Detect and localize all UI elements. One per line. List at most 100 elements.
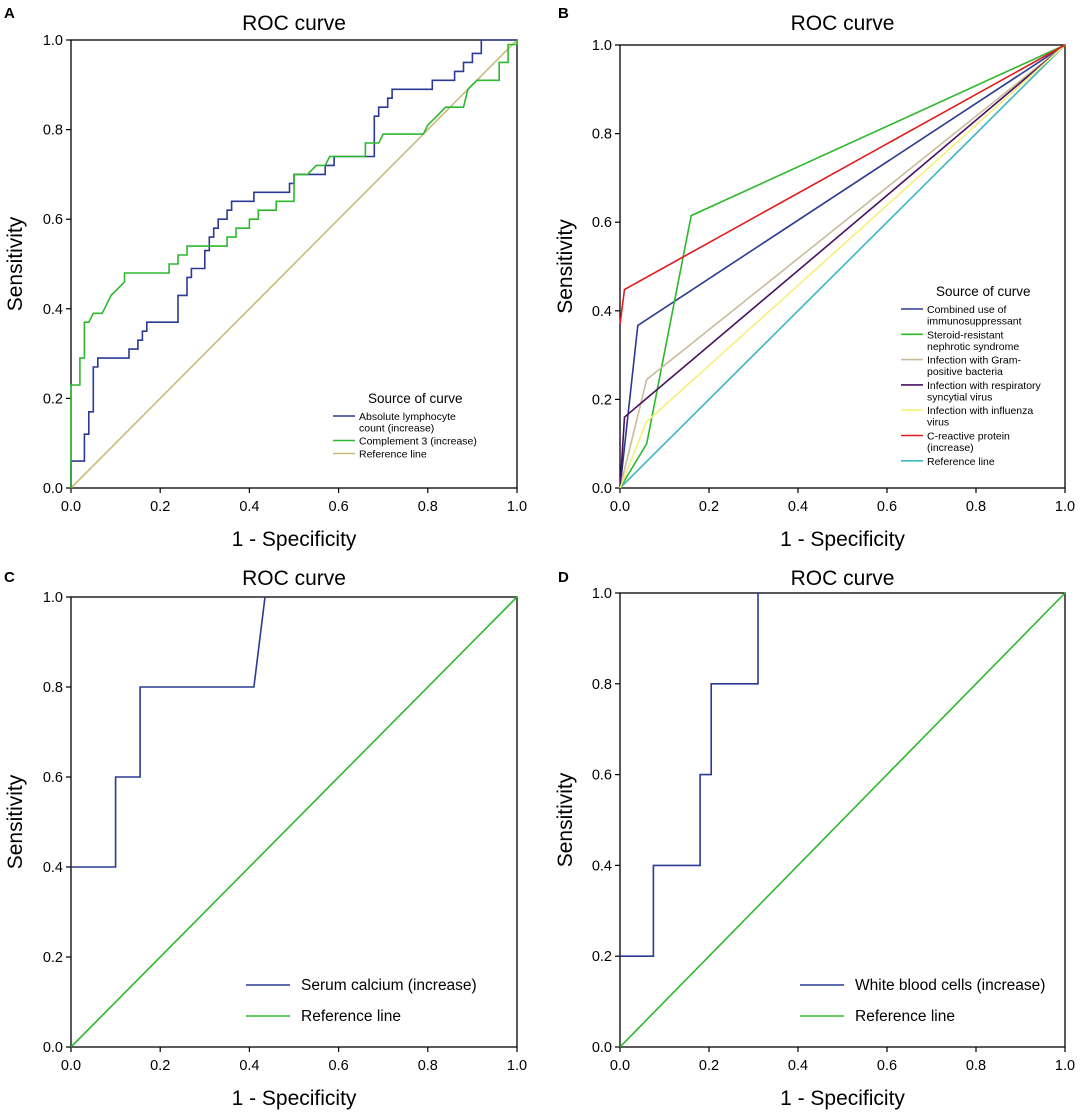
legend-label: (increase) xyxy=(927,442,974,454)
y-tick-label: 0.4 xyxy=(43,302,63,318)
y-axis-label: Sensitivity xyxy=(554,772,577,867)
legend-label: Infection with Gram- xyxy=(927,355,1021,367)
y-tick-label: 1.0 xyxy=(43,33,63,49)
x-tick-label: 0.0 xyxy=(61,499,81,515)
y-tick-label: 0.2 xyxy=(43,391,63,407)
series-line-reference-line xyxy=(70,596,518,1048)
legend-label: positive bacteria xyxy=(927,366,1003,378)
chart-title: ROC curve xyxy=(242,12,346,35)
series-line-white-blood-cells-increase xyxy=(620,593,759,958)
panel-letter: D xyxy=(558,569,569,586)
y-tick-label: 0.8 xyxy=(592,677,612,693)
x-tick-label: 0.8 xyxy=(418,499,438,515)
series-line-combined-use-of-immunosuppressant xyxy=(619,44,1066,489)
x-tick-label: 0.4 xyxy=(239,1058,259,1074)
legend-label: count (increase) xyxy=(359,423,434,435)
plot-frame xyxy=(619,44,1066,489)
x-tick-label: 0.6 xyxy=(877,499,897,515)
series-line-absolute-lymphocyte-count-increase xyxy=(70,39,517,488)
series-line-reference-line xyxy=(70,39,518,489)
y-tick-label: 0.2 xyxy=(592,949,612,965)
legend-label: Serum calcium (increase) xyxy=(301,977,477,994)
panel-letter: B xyxy=(558,5,569,22)
chart-title: ROC curve xyxy=(791,12,895,35)
legend: Source of curve Absolute lymphocytecount … xyxy=(333,391,477,461)
x-tick-label: 0.2 xyxy=(150,499,170,515)
legend-label: Infection with respiratory xyxy=(927,380,1042,392)
x-axis-label: 1 - Specificity xyxy=(232,528,357,551)
legend: Source of curve Combined use ofimmunosupp… xyxy=(901,284,1042,468)
panel-c: C ROC curve 0.0 0.2 0.4 0.6 0.8 1.0 0.0 0.2 0.4 0.6… xyxy=(4,567,527,1110)
y-tick-label: 0.0 xyxy=(43,481,63,497)
x-tick-label: 0.8 xyxy=(418,1058,438,1074)
legend: Serum calcium (increase) Reference line xyxy=(246,977,477,1025)
x-axis-label: 1 - Specificity xyxy=(780,528,905,551)
x-tick-label: 0.6 xyxy=(877,1058,897,1074)
chart-title: ROC curve xyxy=(791,567,895,590)
legend-label: Reference line xyxy=(359,449,427,461)
legend-label: Reference line xyxy=(927,456,995,468)
legend-label: Absolute lymphocyte xyxy=(359,411,456,423)
y-tick-label: 0.6 xyxy=(43,770,63,786)
legend-label: Reference line xyxy=(301,1008,401,1025)
chart-title: ROC curve xyxy=(242,567,346,590)
x-axis-label: 1 - Specificity xyxy=(232,1087,357,1110)
x-tick-label: 1.0 xyxy=(507,1058,527,1074)
y-tick-label: 0.6 xyxy=(43,212,63,228)
series-line-steroid-resistant-nephrotic-syndrome xyxy=(619,44,1066,489)
series-line-serum-calcium-increase xyxy=(71,596,266,868)
y-tick-label: 0.2 xyxy=(592,392,612,408)
y-tick-label: 1.0 xyxy=(592,38,612,54)
y-tick-label: 1.0 xyxy=(592,586,612,602)
series-line-c-reactive-protein-increase xyxy=(619,44,1066,325)
legend-title: Source of curve xyxy=(368,391,463,406)
x-tick-label: 0.6 xyxy=(329,499,349,515)
x-tick-label: 1.0 xyxy=(1055,1058,1075,1074)
y-tick-label: 0.8 xyxy=(43,123,63,139)
legend-label: immunosuppressant xyxy=(927,316,1022,328)
legend-label: nephrotic syndrome xyxy=(927,341,1019,353)
x-tick-label: 0.0 xyxy=(610,499,630,515)
legend-label: virus xyxy=(927,417,949,429)
series-line-reference-line xyxy=(619,44,1066,489)
series-line-infection-with-influenza-virus xyxy=(619,44,1066,489)
y-tick-label: 0.6 xyxy=(592,215,612,231)
legend: White blood cells (increase) Reference li… xyxy=(800,977,1045,1025)
legend-label: Reference line xyxy=(855,1008,955,1025)
plot-frame xyxy=(619,592,1066,1048)
series-line-reference-line xyxy=(619,592,1066,1048)
y-tick-label: 0.4 xyxy=(592,858,612,874)
x-tick-label: 0.0 xyxy=(610,1058,630,1074)
panel-d: D ROC curve 0.0 0.2 0.4 0.6 0.8 1.0 0.0 0.2 0.4 0.6… xyxy=(554,567,1075,1110)
legend-label: C-reactive protein xyxy=(927,431,1010,443)
legend-label: Infection with influenza xyxy=(927,405,1033,417)
plot-frame xyxy=(70,39,518,489)
panel-letter: C xyxy=(4,569,15,586)
series-line-infection-with-respiratory-syncytial-virus xyxy=(619,44,1066,489)
x-tick-label: 0.6 xyxy=(329,1058,349,1074)
x-tick-label: 0.4 xyxy=(788,1058,808,1074)
y-tick-label: 0.8 xyxy=(43,680,63,696)
x-tick-label: 0.8 xyxy=(966,499,986,515)
legend-label: syncytial virus xyxy=(927,391,992,403)
legend-label: Steroid-resistant xyxy=(927,329,1004,341)
series-line-complement-3-increase xyxy=(70,40,518,488)
x-tick-label: 1.0 xyxy=(507,499,527,515)
legend-title: Source of curve xyxy=(936,284,1031,299)
y-tick-label: 0.2 xyxy=(43,950,63,966)
y-axis-label: Sensitivity xyxy=(4,216,27,311)
x-tick-label: 0.8 xyxy=(966,1058,986,1074)
y-tick-label: 0.0 xyxy=(592,1040,612,1056)
y-axis-label: Sensitivity xyxy=(554,219,577,314)
y-tick-label: 0.4 xyxy=(43,860,63,876)
panel-b: B ROC curve 0.0 0.2 0.4 0.6 0.8 1.0 0.0 0.2 0.4 0.6… xyxy=(554,5,1075,551)
legend-label: Complement 3 (increase) xyxy=(359,436,477,448)
plot-frame xyxy=(70,596,518,1048)
y-tick-label: 0.0 xyxy=(43,1040,63,1056)
x-axis-label: 1 - Specificity xyxy=(780,1087,905,1110)
x-tick-label: 0.2 xyxy=(699,1058,719,1074)
y-tick-label: 0.8 xyxy=(592,127,612,143)
x-tick-label: 1.0 xyxy=(1055,499,1075,515)
x-tick-label: 0.2 xyxy=(150,1058,170,1074)
